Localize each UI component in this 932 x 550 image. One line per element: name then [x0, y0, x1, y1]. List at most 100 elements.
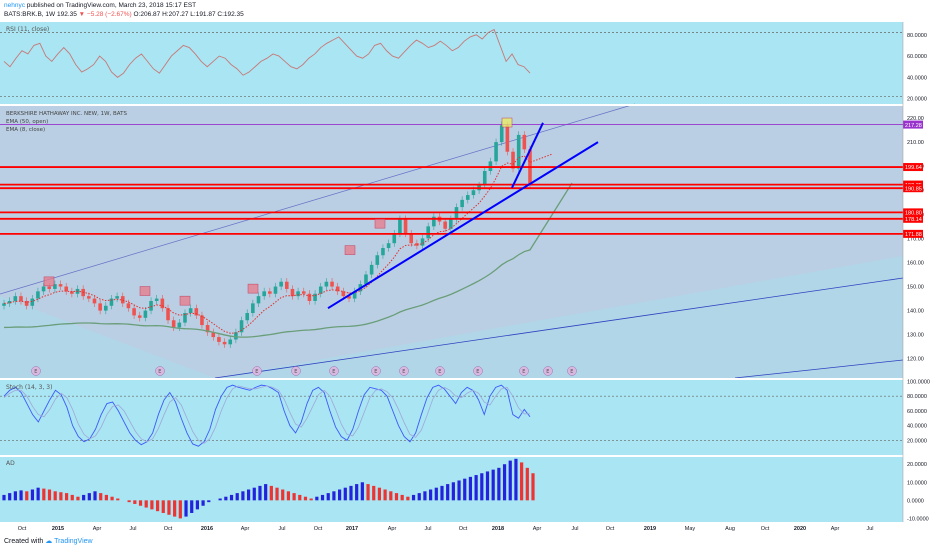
ad-bar [127, 500, 131, 503]
price-y-tick-label: 150.00 [907, 285, 924, 291]
ad-bar [320, 494, 325, 501]
x-axis-tick-label: Oct [761, 526, 770, 532]
header-line-2: BATS:BRK.B, 1W 192.35 ▼ −5.28 (−2.67%) O… [4, 11, 244, 18]
candle-body [296, 291, 300, 297]
ad-bar [275, 487, 279, 501]
price-y-tick-label: 210.00 [907, 140, 924, 146]
candle-body [471, 190, 476, 196]
stoch-legend: Stoch (14, 3, 3) [6, 384, 52, 391]
candle-body [369, 264, 374, 275]
tradingview-logo-icon: ☁ [45, 538, 53, 545]
level-217-28-label-bg [903, 120, 923, 129]
ad-legend: AD [6, 460, 15, 467]
candle-body [268, 291, 272, 294]
candle-body [222, 341, 227, 345]
candle-body [375, 255, 380, 265]
ad-bar [264, 484, 268, 501]
x-axis-tick-label: May [685, 526, 696, 532]
candle-body [245, 313, 250, 321]
ohlc-values: O:206.87 H:207.27 L:191.87 C:192.35 [133, 11, 244, 18]
earnings-marker-label: E [438, 369, 441, 375]
ad-bar [502, 464, 507, 501]
candle-body [415, 243, 419, 246]
price-pane-background [0, 106, 903, 378]
x-axis-tick-label: Apr [831, 526, 840, 532]
earnings-marker-label: E [570, 369, 573, 375]
ad-bar [525, 467, 529, 501]
ad-bar [173, 500, 177, 517]
publisher-name[interactable]: nehnyc [4, 2, 25, 9]
candle-body [239, 320, 244, 333]
brand-footer[interactable]: Created with ☁ TradingView [4, 537, 93, 545]
candle-body [352, 291, 357, 299]
candle-body [30, 298, 35, 306]
x-axis-tick-label: Oct [606, 526, 615, 532]
earnings-marker [252, 366, 262, 376]
level-190-85-label-bg [903, 184, 923, 193]
candle-body [522, 134, 527, 150]
candle-body [284, 281, 289, 289]
candle-body [392, 233, 397, 244]
ad-bar [457, 480, 461, 501]
rsi-y-tick-label: 20.0000 [907, 97, 927, 103]
ad-bar [394, 493, 399, 501]
candle-body [126, 303, 131, 309]
candle-body [109, 298, 114, 306]
x-axis-tick-label: Jul [424, 526, 431, 532]
candle-body [137, 315, 142, 318]
ad-bar [133, 500, 137, 504]
price-y-tick-label: 170.00 [907, 236, 924, 242]
candle-body [505, 125, 510, 152]
level-178-14-label: 178.14 [905, 217, 922, 223]
ad-bar [298, 494, 302, 501]
candle-body [364, 274, 368, 285]
candle-body [279, 281, 283, 287]
x-axis-tick-label: Jul [571, 526, 578, 532]
ema8-line [3, 153, 553, 334]
ad-bar [53, 491, 57, 501]
earnings-marker [291, 366, 301, 376]
ad-bar [281, 489, 285, 501]
earnings-marker-label: E [476, 369, 479, 375]
ad-bar [2, 494, 6, 501]
ad-y-tick-label: 0.0000 [907, 498, 924, 504]
level-199-64-label-bg [903, 163, 923, 172]
candle-body [171, 320, 176, 328]
ad-bar [514, 458, 518, 501]
candle-body [19, 296, 23, 301]
candle-body [166, 308, 170, 321]
candle-body [194, 308, 199, 316]
candle-body [149, 300, 153, 311]
ad-bar [167, 500, 171, 515]
x-axis-tick-label: 2015 [52, 526, 64, 532]
rsi-pane-background [0, 22, 903, 104]
ad-bar [406, 496, 410, 501]
ema50-line [3, 182, 573, 338]
ad-bar [315, 496, 319, 501]
level-199-64-label: 199.64 [905, 165, 922, 171]
ad-bar [224, 496, 228, 501]
ad-bar [70, 494, 74, 501]
ad-bar [446, 484, 450, 501]
price-y-tick-label: 120.00 [907, 357, 924, 363]
level-178-14-label-bg [903, 214, 923, 223]
earnings-marker-label: E [158, 369, 161, 375]
candle-body [341, 291, 346, 297]
candle-body [482, 170, 487, 186]
candle-body [47, 286, 52, 289]
x-axis-tick-label: Apr [533, 526, 542, 532]
highlight-marker [43, 276, 55, 287]
candle-body [177, 322, 182, 328]
earnings-marker-label: E [332, 369, 335, 375]
candle-body [154, 298, 159, 301]
ad-bar [383, 489, 387, 501]
x-axis-tick-label: Oct [164, 526, 173, 532]
channel-median-line [214, 277, 904, 379]
created-with-label: Created with [4, 538, 44, 545]
price-legend-2: EMA (8, close) [6, 127, 45, 133]
ad-bar [372, 485, 376, 501]
ad-bar [485, 471, 490, 501]
candle-body [381, 248, 385, 256]
price-legend-1: EMA (50, open) [6, 119, 48, 125]
